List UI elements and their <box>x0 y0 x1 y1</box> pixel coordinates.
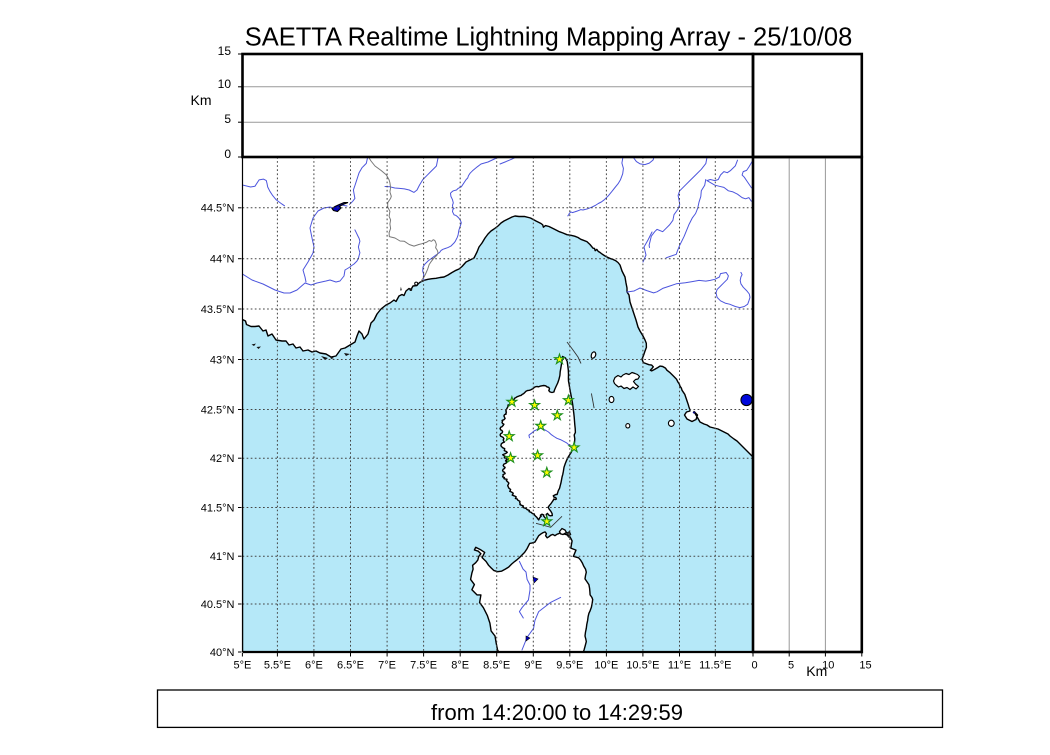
svg-text:5: 5 <box>224 112 231 126</box>
svg-text:11°E: 11°E <box>668 659 691 671</box>
svg-text:5.5°E: 5.5°E <box>264 659 291 671</box>
svg-text:44.5°N: 44.5°N <box>201 203 235 215</box>
svg-text:9.5°E: 9.5°E <box>556 659 583 671</box>
svg-text:8°E: 8°E <box>451 659 469 671</box>
svg-text:44°N: 44°N <box>210 254 235 266</box>
svg-text:Km: Km <box>191 92 212 108</box>
svg-text:42.5°N: 42.5°N <box>201 404 235 416</box>
svg-text:10: 10 <box>218 77 232 91</box>
svg-text:11.5°E: 11.5°E <box>699 659 731 671</box>
svg-text:40.5°N: 40.5°N <box>201 599 235 611</box>
svg-text:5°E: 5°E <box>233 659 251 671</box>
svg-text:0: 0 <box>224 147 231 161</box>
svg-text:15: 15 <box>859 659 871 671</box>
svg-text:6°E: 6°E <box>305 659 323 671</box>
svg-text:40°N: 40°N <box>210 647 235 659</box>
svg-text:from 14:20:00 to 14:29:59: from 14:20:00 to 14:29:59 <box>431 700 683 725</box>
svg-text:42°N: 42°N <box>210 453 235 465</box>
svg-text:9°E: 9°E <box>524 659 542 671</box>
svg-text:41.5°N: 41.5°N <box>201 502 235 514</box>
svg-text:0: 0 <box>751 659 757 671</box>
svg-text:6.5°E: 6.5°E <box>337 659 364 671</box>
svg-text:SAETTA Realtime Lightning Mapp: SAETTA Realtime Lightning Mapping Array … <box>245 24 853 52</box>
svg-text:15: 15 <box>218 44 232 58</box>
svg-text:43°N: 43°N <box>210 354 235 366</box>
svg-text:5: 5 <box>788 659 794 671</box>
svg-text:7°E: 7°E <box>378 659 396 671</box>
svg-text:10°E: 10°E <box>594 659 618 671</box>
svg-text:Km: Km <box>806 663 827 679</box>
svg-text:10: 10 <box>822 659 834 671</box>
svg-text:8.5°E: 8.5°E <box>483 659 510 671</box>
svg-text:43.5°N: 43.5°N <box>201 304 235 316</box>
svg-text:10.5°E: 10.5°E <box>626 659 659 671</box>
svg-text:41°N: 41°N <box>210 551 235 563</box>
svg-text:7.5°E: 7.5°E <box>410 659 437 671</box>
